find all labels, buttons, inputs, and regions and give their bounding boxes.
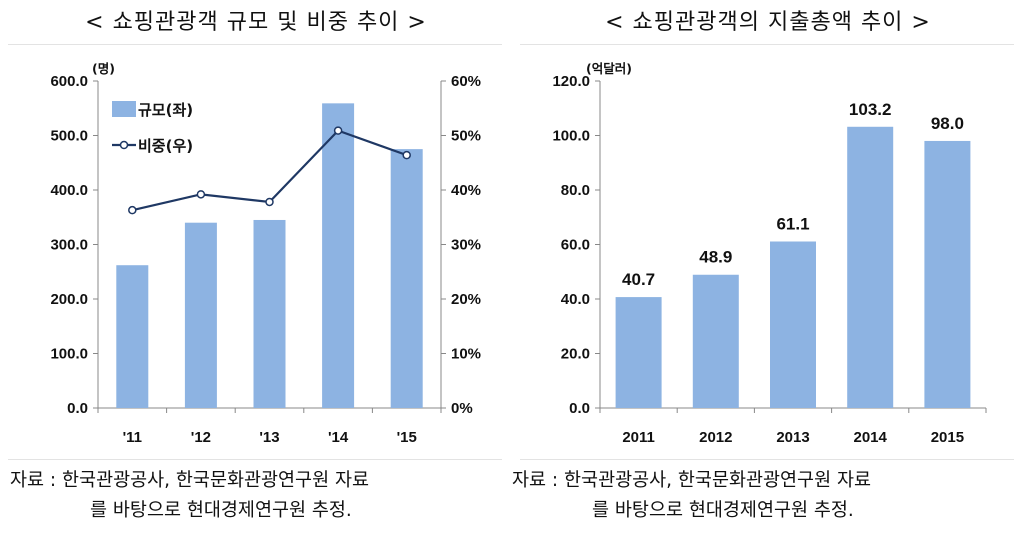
y-tick-label: 20.0	[561, 346, 590, 363]
left-chart-svg: 0.0 100.0 200.0 300.0 400.0 500.0 600.0 0% 10% 20…	[50, 61, 481, 446]
left-source-note: 자료 : 한국관광공사, 한국문화관광연구원 자료 를 바탕으로 현대경제연구원…	[10, 466, 510, 526]
x-tick-label: '11	[123, 429, 142, 446]
y-tick-label: 0.0	[569, 400, 590, 417]
y2-tick-label: 50%	[451, 128, 481, 145]
bar	[615, 297, 662, 408]
bar	[116, 265, 149, 408]
y2-tick-label: 60%	[451, 73, 481, 90]
share-point	[128, 205, 137, 215]
y-tick-label: 120.0	[552, 73, 590, 90]
share-point	[333, 126, 343, 135]
data-label: 40.7	[622, 270, 655, 289]
y-tick-label: 300.0	[50, 237, 88, 254]
x-tick-label: '13	[259, 429, 279, 446]
bar	[322, 103, 355, 408]
right-chart-frame: 0.0 20.0 40.0 60.0 80.0 100.0 120.0 (억달러) 40.7 48…	[520, 44, 1014, 460]
bar	[184, 222, 217, 408]
x-tick-label: 2015	[931, 429, 964, 446]
y-tick-label: 40.0	[561, 291, 590, 308]
left-chart-frame: 0.0 100.0 200.0 300.0 400.0 500.0 600.0 0% 10% 20…	[8, 44, 502, 460]
legend-bar-label: 규모(좌)	[138, 101, 193, 119]
x-tick-label: '15	[397, 429, 417, 446]
x-tick-label: 2013	[776, 429, 809, 446]
data-label: 61.1	[776, 215, 809, 234]
right-chart-svg: 0.0 20.0 40.0 60.0 80.0 100.0 120.0(억달러) 40.7 48…	[552, 61, 987, 446]
left-source-line2: 를 바탕으로 현대경제연구원 추정.	[90, 500, 352, 521]
x-tick-label: '14	[328, 429, 349, 446]
y-unit-label: (억달러)	[586, 61, 632, 76]
data-label: 98.0	[931, 114, 964, 133]
share-point	[196, 190, 206, 199]
right-source-line2: 를 바탕으로 현대경제연구원 추정.	[592, 500, 854, 521]
bar	[253, 219, 286, 408]
y-tick-label: 200.0	[50, 291, 88, 308]
y-unit-label: (명)	[92, 61, 115, 76]
legend-line-label: 비중(우)	[138, 137, 193, 155]
right-chart-panel: < 쇼핑관광객의 지출총액 추이 > 0.0 20.0 40.0 60.0 80.0 10…	[512, 0, 1024, 539]
x-tick-label: 2011	[622, 429, 655, 446]
right-source-note: 자료 : 한국관광공사, 한국문화관광연구원 자료 를 바탕으로 현대경제연구원…	[512, 466, 1012, 526]
x-tick-label: '12	[191, 429, 211, 446]
left-chart-title: < 쇼핑관광객 규모 및 비중 추이 >	[85, 10, 427, 35]
x-tick-label: 2014	[854, 429, 888, 446]
bar	[390, 149, 423, 408]
right-chart-title: < 쇼핑관광객의 지출총액 추이 >	[605, 10, 931, 35]
y-tick-label: 100.0	[552, 128, 590, 145]
y2-tick-label: 0%	[451, 400, 473, 417]
y-tick-label: 0.0	[67, 400, 88, 417]
bar	[847, 126, 894, 408]
y2-tick-label: 20%	[451, 291, 481, 308]
y-tick-label: 400.0	[50, 182, 88, 199]
y-tick-label: 500.0	[50, 128, 88, 145]
x-tick-label: 2012	[699, 429, 732, 446]
left-source-line1: 자료 : 한국관광공사, 한국문화관광연구원 자료	[10, 470, 370, 491]
bar	[692, 274, 739, 408]
bar	[770, 241, 816, 408]
bar	[924, 140, 971, 408]
legend-bar-swatch	[112, 101, 136, 117]
y2-tick-label: 40%	[451, 182, 481, 199]
legend-line-marker	[119, 140, 129, 150]
right-source-line1: 자료 : 한국관광공사, 한국문화관광연구원 자료	[512, 470, 872, 491]
y-tick-label: 600.0	[50, 73, 88, 90]
y2-tick-label: 10%	[451, 346, 481, 363]
data-label: 103.2	[849, 100, 892, 119]
left-chart-panel: < 쇼핑관광객 규모 및 비중 추이 > 0.0 100.0 200.0 300.0 4…	[8, 10, 502, 460]
y-tick-label: 80.0	[561, 182, 590, 199]
share-point	[265, 197, 274, 207]
data-label: 48.9	[699, 248, 732, 267]
y-tick-label: 100.0	[50, 346, 88, 363]
y2-tick-label: 30%	[451, 237, 481, 254]
y-tick-label: 60.0	[561, 237, 590, 254]
share-point	[402, 150, 411, 160]
